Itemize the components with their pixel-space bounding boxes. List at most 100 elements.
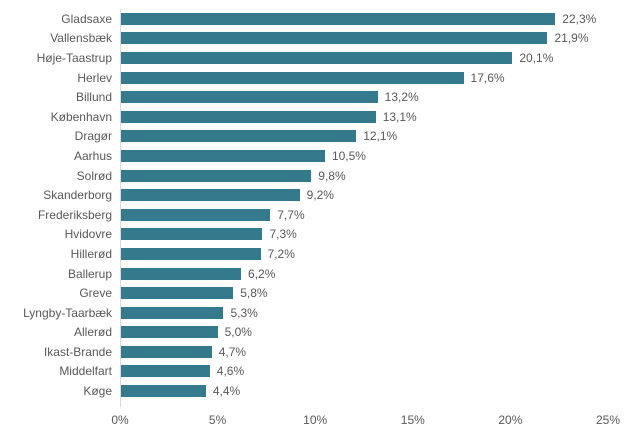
value-label: 4,4% [212, 384, 241, 399]
bar-row: Aarhus 10,5% [0, 146, 635, 166]
value-label: 13,1% [382, 109, 417, 124]
bar-area: 7,3% [120, 225, 608, 245]
bar-area: 4,7% [120, 342, 608, 362]
bar [120, 208, 271, 221]
bar [120, 287, 234, 300]
bar [120, 169, 312, 182]
bar-row: Køge 4,4% [0, 381, 635, 401]
bar-rows: Gladsaxe 22,3% Vallensbæk 21,9% Høje-Taa… [0, 9, 635, 401]
category-label: Ikast-Brande [43, 344, 112, 359]
bar-area: 17,6% [120, 68, 608, 88]
bar [120, 365, 210, 378]
bar-row: Hillerød 7,2% [0, 244, 635, 264]
bar-area: 12,1% [120, 127, 608, 147]
bar-row: Ikast-Brande 4,7% [0, 342, 635, 362]
bar-area: 13,1% [120, 107, 608, 127]
bar-area: 9,2% [120, 185, 608, 205]
value-label: 7,3% [269, 227, 297, 242]
bar-area: 6,2% [120, 264, 608, 284]
category-label: Middelfart [59, 364, 112, 379]
category-label: Dragør [74, 129, 112, 144]
category-label: Solrød [76, 168, 112, 183]
bar-area: 21,9% [120, 29, 608, 49]
bar-area: 4,4% [120, 381, 608, 401]
bar-area: 22,3% [120, 9, 608, 29]
bar-row: Vallensbæk 21,9% [0, 29, 635, 49]
bar-area: 5,0% [120, 323, 608, 343]
bar-row: Billund 13,2% [0, 87, 635, 107]
category-label: Vallensbæk [50, 31, 112, 46]
bar-row: Greve 5,8% [0, 283, 635, 303]
value-label: 20,1% [519, 50, 554, 65]
bar [120, 32, 548, 45]
value-label: 5,0% [224, 325, 252, 340]
bar [120, 130, 357, 143]
bar-area: 7,7% [120, 205, 608, 225]
x-axis-tick-label: 25% [595, 413, 621, 427]
bar-row: Høje-Taastrup 20,1% [0, 48, 635, 68]
x-axis-labels: 0% 5% 10% 15% 20% 25% [111, 413, 620, 433]
bar [120, 12, 556, 25]
value-label: 7,2% [267, 246, 295, 261]
bar [120, 326, 218, 339]
bar [120, 385, 206, 398]
bar [120, 228, 263, 241]
category-label: København [50, 109, 112, 124]
category-label: Hillerød [70, 246, 112, 261]
value-label: 7,7% [277, 207, 305, 222]
bar [120, 91, 378, 104]
value-label: 5,8% [240, 286, 268, 301]
category-label: Billund [75, 90, 112, 105]
bar-area: 9,8% [120, 166, 608, 186]
value-label: 10,5% [331, 148, 366, 163]
category-label: Aarhus [73, 148, 112, 163]
category-label: Frederiksberg [37, 207, 112, 222]
value-label: 13,2% [384, 90, 419, 105]
x-axis-tick-label: 0% [111, 413, 129, 427]
value-label: 4,6% [216, 364, 245, 379]
value-label: 17,6% [470, 70, 505, 85]
bar-area: 13,2% [120, 87, 608, 107]
category-label: Ballerup [67, 266, 112, 281]
bar [120, 345, 212, 358]
y-axis-line [120, 9, 121, 407]
bar-row: Dragør 12,1% [0, 127, 635, 147]
bar-row: Frederiksberg 7,7% [0, 205, 635, 225]
x-axis-tick-label: 15% [400, 413, 425, 427]
category-label: Høje-Taastrup [36, 50, 112, 65]
bar-row: Skanderborg 9,2% [0, 185, 635, 205]
value-label: 22,3% [562, 11, 597, 26]
category-label: Allerød [73, 325, 112, 340]
bar [120, 189, 300, 202]
bar-area: 7,2% [120, 244, 608, 264]
bar [120, 306, 224, 319]
category-label: Herlev [77, 70, 112, 85]
bar-row: Lyngby-Taarbæk 5,3% [0, 303, 635, 323]
bar [120, 267, 242, 280]
value-label: 9,8% [318, 168, 346, 183]
bar-row: Solrød 9,8% [0, 166, 635, 186]
bar-row: Allerød 5,0% [0, 323, 635, 343]
bar-row: Gladsaxe 22,3% [0, 9, 635, 29]
x-axis-tick-label: 5% [208, 413, 227, 427]
bar-row: Herlev 17,6% [0, 68, 635, 88]
category-label: Lyngby-Taarbæk [23, 305, 112, 320]
bar [120, 51, 513, 64]
bar-area: 5,3% [120, 303, 608, 323]
category-label: Hvidovre [64, 227, 112, 242]
category-label: Greve [79, 286, 112, 301]
x-axis-tick-label: 20% [498, 413, 523, 427]
category-label: Køge [83, 384, 112, 399]
bar-area: 20,1% [120, 48, 608, 68]
bar [120, 110, 376, 123]
value-label: 9,2% [306, 188, 334, 203]
bar [120, 71, 464, 84]
bar-area: 5,8% [120, 283, 608, 303]
category-label: Skanderborg [43, 188, 112, 203]
bar-area: 4,6% [120, 362, 608, 382]
plot-area: Gladsaxe 22,3% Vallensbæk 21,9% Høje-Taa… [0, 9, 635, 407]
bar [120, 149, 325, 162]
bar-row: Middelfart 4,6% [0, 362, 635, 382]
value-label: 12,1% [363, 129, 398, 144]
